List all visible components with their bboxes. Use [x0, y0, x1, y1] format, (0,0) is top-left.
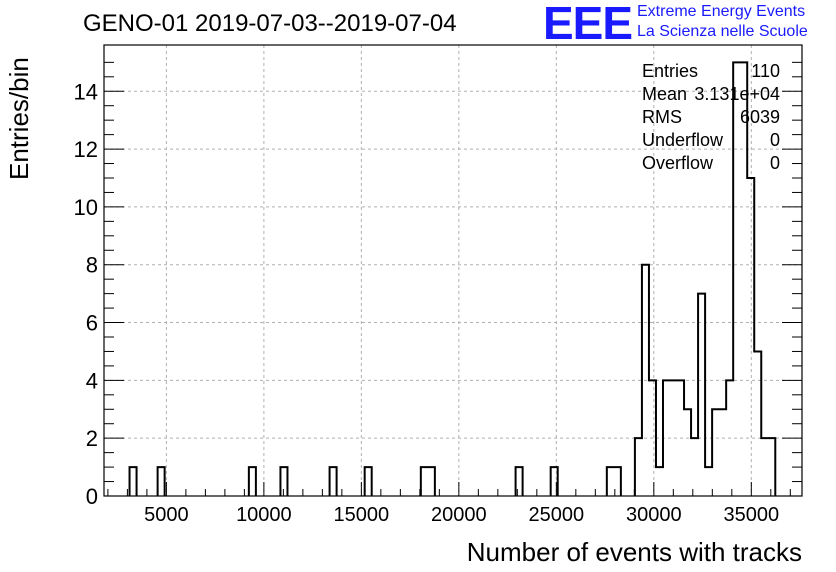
histogram-step — [158, 467, 165, 496]
histogram-step — [280, 467, 287, 496]
x-tick-label: 30000 — [626, 504, 682, 526]
histogram-step — [421, 467, 435, 496]
x-tick-label: 5000 — [144, 504, 189, 526]
stats-row-rms: RMS 6039 — [642, 106, 780, 129]
x-axis-label: Number of events with tracks — [467, 537, 802, 568]
y-tick-label: 8 — [86, 253, 98, 278]
y-axis-label: Entries/bin — [4, 57, 35, 180]
y-tick-label: 12 — [74, 137, 98, 162]
logo-line-2: La Scienza nelle Scuole — [637, 22, 808, 42]
x-tick-label: 15000 — [334, 504, 390, 526]
stats-label: RMS — [642, 106, 682, 129]
y-tick-label: 0 — [86, 484, 98, 509]
chart-title: GENO-01 2019-07-03--2019-07-04 — [83, 10, 457, 38]
histogram-step — [607, 467, 621, 496]
stats-row-mean: Mean 3.131e+04 — [642, 83, 780, 106]
stats-value: 110 — [751, 60, 780, 83]
y-tick-label: 6 — [86, 311, 98, 336]
x-tick-label: 20000 — [431, 504, 487, 526]
logo-caption: Extreme Energy Events La Scienza nelle S… — [637, 2, 808, 42]
stats-value: 3.131e+04 — [694, 83, 780, 106]
x-tick-label: 35000 — [723, 504, 779, 526]
y-tick-label: 10 — [74, 195, 98, 220]
x-tick-label: 25000 — [529, 504, 585, 526]
stats-label: Underflow — [642, 129, 723, 152]
stats-value: 0 — [770, 129, 780, 152]
y-tick-label: 4 — [86, 368, 98, 393]
stats-value: 6039 — [740, 106, 780, 129]
x-tick-label: 10000 — [236, 504, 292, 526]
y-tick-label: 14 — [74, 79, 98, 104]
eee-logo: EEE — [543, 0, 632, 46]
y-tick-label: 2 — [86, 426, 98, 451]
histogram-step — [130, 467, 137, 496]
stats-label: Entries — [642, 60, 698, 83]
stats-row-overflow: Overflow 0 — [642, 152, 780, 175]
histogram-step — [516, 467, 523, 496]
stats-box: Entries 110 Mean 3.131e+04 RMS 6039 Unde… — [642, 60, 780, 175]
histogram-step — [249, 467, 256, 496]
histogram-step — [365, 467, 372, 496]
stats-row-underflow: Underflow 0 — [642, 129, 780, 152]
stats-label: Overflow — [642, 152, 713, 175]
logo-line-1: Extreme Energy Events — [637, 2, 808, 22]
stats-value: 0 — [770, 152, 780, 175]
histogram-step — [330, 467, 337, 496]
stats-row-entries: Entries 110 — [642, 60, 780, 83]
stats-label: Mean — [642, 83, 687, 106]
